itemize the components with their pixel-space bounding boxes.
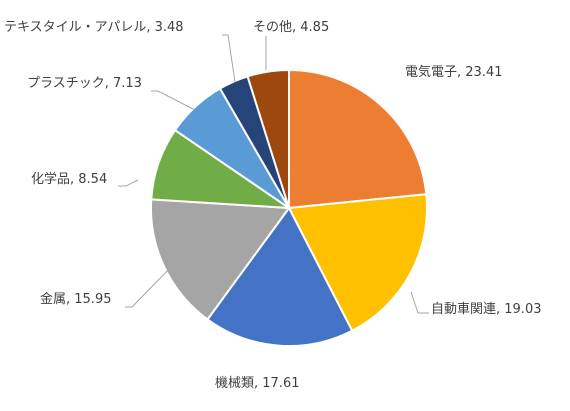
leader-line — [125, 261, 177, 308]
data-label: テキスタイル・アパレル, 3.48 — [4, 20, 184, 35]
data-label: その他, 4.85 — [253, 20, 329, 35]
pie-slices — [149, 68, 428, 347]
leader-lines — [118, 34, 429, 314]
data-label: 機械類, 17.61 — [215, 376, 299, 391]
data-label: 電気電子, 23.41 — [405, 64, 502, 80]
pie-slice — [246, 68, 290, 209]
data-label: プラスチック, 7.13 — [27, 76, 142, 91]
pie-slice — [287, 193, 428, 333]
pie-slice — [206, 206, 354, 347]
leader-line — [410, 291, 429, 314]
leader-line — [222, 34, 236, 83]
data-labels: 電気電子, 23.41 自動車関連, 19.03 機械類, 17.61 金属, 15.… — [4, 20, 541, 391]
data-label: 自動車関連, 19.03 — [431, 302, 541, 317]
data-label: 化学品, 8.54 — [31, 171, 107, 187]
pie-slice — [288, 68, 428, 210]
data-label: 金属, 15.95 — [40, 291, 111, 307]
leader-line — [118, 179, 139, 187]
leader-line — [151, 90, 196, 111]
pie-slice — [149, 198, 291, 321]
